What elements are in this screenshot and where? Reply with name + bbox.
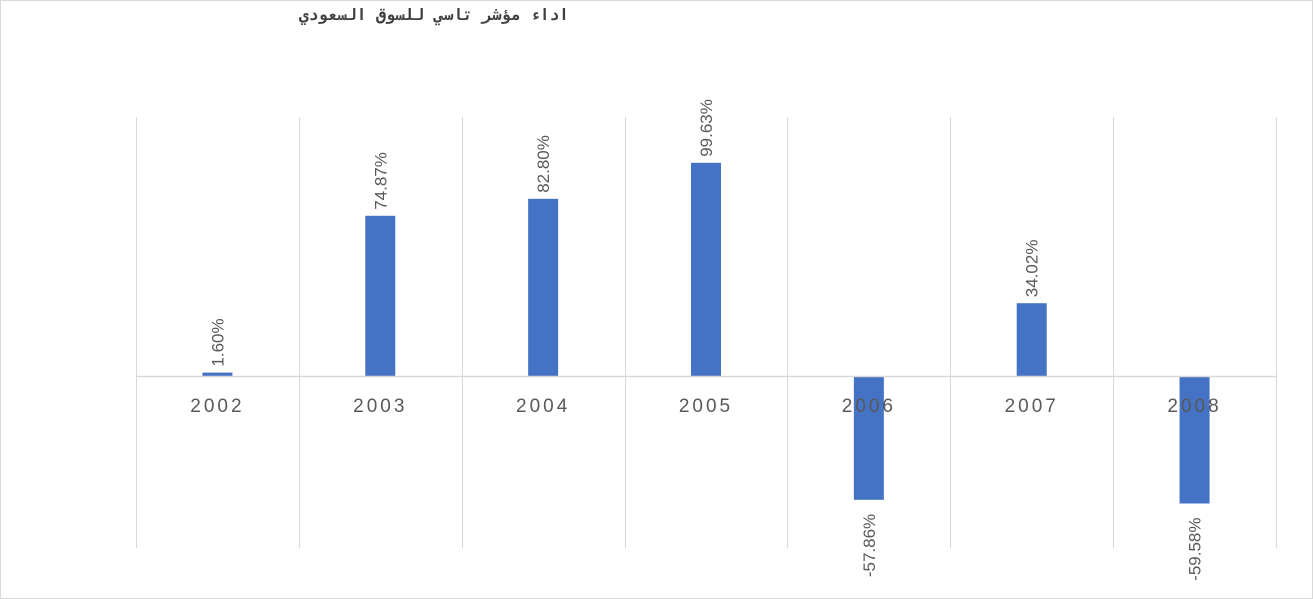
category-label-2003: 2003 xyxy=(353,396,407,417)
category-label-2002: 2002 xyxy=(190,396,244,417)
data-label-2005: 99.63% xyxy=(697,99,716,157)
bar-2005 xyxy=(691,162,721,376)
category-label-2008: 2008 xyxy=(1167,396,1221,417)
bar-2004 xyxy=(528,198,559,376)
category-label-2007: 2007 xyxy=(1005,396,1059,417)
data-label-2003: 74.87% xyxy=(371,152,390,210)
bar-2006 xyxy=(853,376,884,500)
category-label-2006: 2006 xyxy=(842,396,896,417)
bar-2002 xyxy=(202,372,233,376)
data-label-2002: 1.60% xyxy=(208,318,227,366)
bar-2007 xyxy=(1016,303,1047,376)
data-label-2006: -57.86% xyxy=(860,514,879,577)
category-label-2004: 2004 xyxy=(516,396,570,417)
data-label-2007: 34.02% xyxy=(1023,240,1042,298)
chart-title: اداء مؤشر تاسي للسوق السعودي xyxy=(299,5,569,24)
bar-2008 xyxy=(1179,376,1210,504)
bar-2003 xyxy=(365,215,396,376)
category-label-2005: 2005 xyxy=(679,396,733,417)
data-label-2004: 82.80% xyxy=(534,135,553,193)
data-label-2008: -59.58% xyxy=(1186,518,1205,581)
